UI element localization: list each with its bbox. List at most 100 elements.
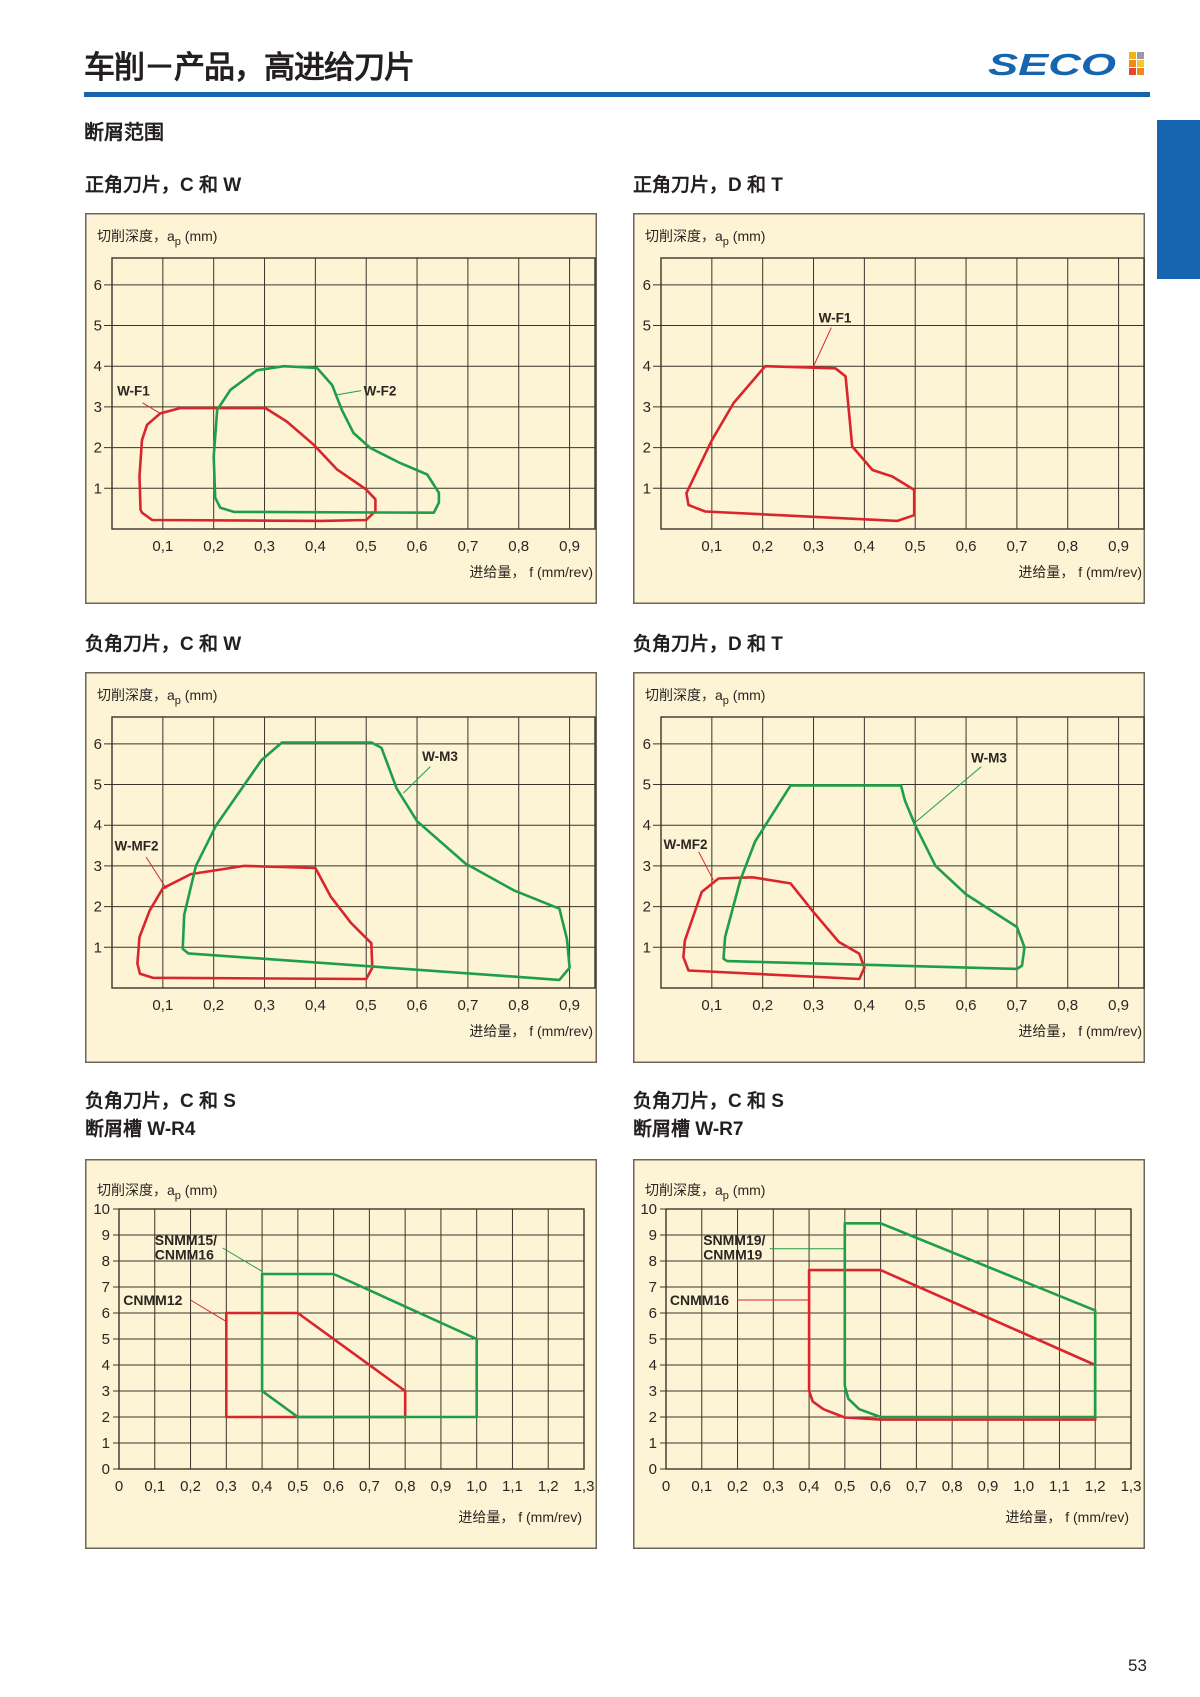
y-tick-label: 4 bbox=[94, 817, 102, 834]
series-outline-w-mf2 bbox=[682, 876, 866, 981]
x-tick-label: 0,9 bbox=[559, 997, 580, 1014]
x-tick-label: 0,1 bbox=[701, 997, 722, 1014]
series-outline-w-f1 bbox=[138, 406, 377, 523]
x-tick-label: 0,5 bbox=[356, 538, 377, 555]
x-tick-label: 0,8 bbox=[1057, 997, 1078, 1014]
x-tick-label: 0,3 bbox=[216, 1478, 237, 1495]
plot-area-border bbox=[660, 257, 1145, 530]
x-tick-label: 0,5 bbox=[356, 997, 377, 1014]
y-tick-label: 6 bbox=[643, 277, 651, 294]
y-tick-label: 1 bbox=[94, 480, 102, 497]
chart-svg: 0 0,1 0,2 0,3 0,4 0,5 0,6 0,7 0,8 0,9 1,0 1,1 1,2 1,3… bbox=[633, 1159, 1145, 1549]
x-tick-label: 0,1 bbox=[152, 997, 173, 1014]
x-tick-label: 0,9 bbox=[1108, 538, 1129, 555]
x-tick-label: 0,4 bbox=[305, 538, 326, 555]
x-tick-label: 0,6 bbox=[323, 1478, 344, 1495]
annotation-leader-line bbox=[145, 856, 167, 889]
chart-background bbox=[633, 213, 1145, 604]
series-label: W-F1 bbox=[117, 384, 150, 399]
x-tick-label: 0,8 bbox=[1057, 538, 1078, 555]
series-label: CNMM16 bbox=[155, 1247, 214, 1263]
seco-logo: SECO bbox=[988, 47, 1150, 83]
x-tick-label: 0,2 bbox=[752, 538, 773, 555]
y-axis-label-subscript: p bbox=[175, 695, 181, 707]
y-axis-label-subscript: p bbox=[175, 1190, 181, 1202]
plot-area-border bbox=[118, 1208, 585, 1470]
plot-area-border bbox=[111, 257, 596, 530]
chart-6: 0 0,1 0,2 0,3 0,4 0,5 0,6 0,7 0,8 0,9 1,0 1,1 1,2 1,3… bbox=[633, 1159, 1145, 1549]
y-tick-label: 6 bbox=[94, 277, 102, 294]
annotation-leader-line bbox=[913, 766, 982, 824]
y-tick-label: 10 bbox=[640, 1201, 657, 1218]
plot-area-border bbox=[660, 716, 1145, 989]
series-outline-snmm15-cnmm16 bbox=[260, 1272, 479, 1419]
series-outline-w-m3 bbox=[722, 784, 1026, 971]
y-axis-label: 切削深度，ap (mm) bbox=[645, 687, 765, 707]
y-tick-label: 4 bbox=[643, 358, 651, 375]
x-tick-label: 0,7 bbox=[1006, 538, 1027, 555]
x-tick-label: 0,7 bbox=[457, 997, 478, 1014]
series-outline-w-m3 bbox=[181, 741, 571, 982]
y-axis-label-main: 切削深度，a bbox=[645, 687, 723, 703]
y-tick-label: 1 bbox=[94, 939, 102, 956]
y-tick-label: 1 bbox=[102, 1435, 110, 1452]
y-axis-label: 切削深度，ap (mm) bbox=[97, 228, 217, 248]
x-tick-label: 0,6 bbox=[956, 538, 977, 555]
y-axis-label: 切削深度，ap (mm) bbox=[97, 1182, 217, 1202]
x-tick-label: 0,4 bbox=[305, 997, 326, 1014]
chart-heading-line: 负角刀片，C 和 S bbox=[633, 1091, 784, 1112]
y-axis-label-main: 切削深度，a bbox=[97, 687, 175, 703]
y-tick-label: 8 bbox=[102, 1253, 110, 1270]
chart-4: 0,1 0,2 0,3 0,4 0,5 0,6 0,7 0,8 0,9 1 2 3 4 5 6 切削深度，ap… bbox=[633, 672, 1145, 1063]
x-tick-label: 0,3 bbox=[254, 997, 275, 1014]
x-tick-label: 0,5 bbox=[834, 1478, 855, 1495]
series-label: W-M3 bbox=[422, 749, 458, 764]
x-tick-label: 0,9 bbox=[1108, 997, 1129, 1014]
page-title: 车削－产品，高进给刀片 bbox=[84, 50, 415, 85]
y-tick-label: 3 bbox=[643, 858, 651, 875]
series-outline-cnmm16 bbox=[807, 1268, 1097, 1421]
chart-heading: 负角刀片，D 和 T bbox=[633, 631, 783, 659]
series-outline-w-mf2 bbox=[136, 864, 374, 981]
y-tick-label: 7 bbox=[649, 1279, 657, 1296]
y-tick-label: 4 bbox=[643, 817, 651, 834]
y-tick-label: 2 bbox=[649, 1409, 657, 1426]
chart-heading-line: 负角刀片，D 和 T bbox=[633, 634, 783, 655]
chart-heading-line: 断屑槽 W-R7 bbox=[633, 1119, 744, 1140]
annotation-leader-line bbox=[222, 1247, 263, 1272]
x-tick-label: 0,8 bbox=[395, 1478, 416, 1495]
x-tick-label: 0,7 bbox=[906, 1478, 927, 1495]
x-tick-label: 0,5 bbox=[905, 997, 926, 1014]
series-label: CNMM19 bbox=[703, 1247, 762, 1263]
series-label: CNMM12 bbox=[123, 1292, 182, 1308]
chart-background bbox=[633, 672, 1145, 1063]
y-tick-label: 1 bbox=[643, 939, 651, 956]
chart-1: 0,1 0,2 0,3 0,4 0,5 0,6 0,7 0,8 0,9 1 2 3 4 5 6 切削深度，ap… bbox=[85, 213, 597, 604]
y-tick-label: 9 bbox=[102, 1227, 110, 1244]
x-tick-label: 1,0 bbox=[1013, 1478, 1034, 1495]
x-tick-label: 0,1 bbox=[701, 538, 722, 555]
x-tick-label: 1,2 bbox=[538, 1478, 559, 1495]
x-tick-label: 1,1 bbox=[502, 1478, 523, 1495]
x-tick-label: 0,9 bbox=[559, 538, 580, 555]
y-tick-label: 6 bbox=[643, 736, 651, 753]
x-tick-label: 0,2 bbox=[203, 997, 224, 1014]
x-tick-label: 0,4 bbox=[854, 997, 875, 1014]
x-tick-label: 0,1 bbox=[691, 1478, 712, 1495]
y-tick-label: 3 bbox=[643, 399, 651, 416]
y-axis-label-main: 切削深度，a bbox=[645, 1182, 723, 1198]
x-tick-label: 0,7 bbox=[359, 1478, 380, 1495]
series-label: CNMM16 bbox=[670, 1292, 729, 1308]
section-title: 断屑范围 bbox=[84, 122, 164, 144]
chart-heading-line: 负角刀片，C 和 S bbox=[85, 1091, 236, 1112]
x-tick-label: 0,6 bbox=[870, 1478, 891, 1495]
series-outline-w-f1 bbox=[685, 364, 916, 523]
y-tick-label: 2 bbox=[643, 440, 651, 457]
series-label: W-F2 bbox=[364, 384, 397, 399]
annotation-leader-line bbox=[402, 766, 431, 794]
y-tick-label: 5 bbox=[102, 1331, 110, 1348]
chart-svg: 0,1 0,2 0,3 0,4 0,5 0,6 0,7 0,8 0,9 1 2 3 4 5 6 切削深度，ap… bbox=[633, 213, 1145, 604]
x-tick-label: 0 bbox=[662, 1478, 670, 1495]
chart-background bbox=[85, 1159, 597, 1549]
x-tick-label: 0,3 bbox=[763, 1478, 784, 1495]
